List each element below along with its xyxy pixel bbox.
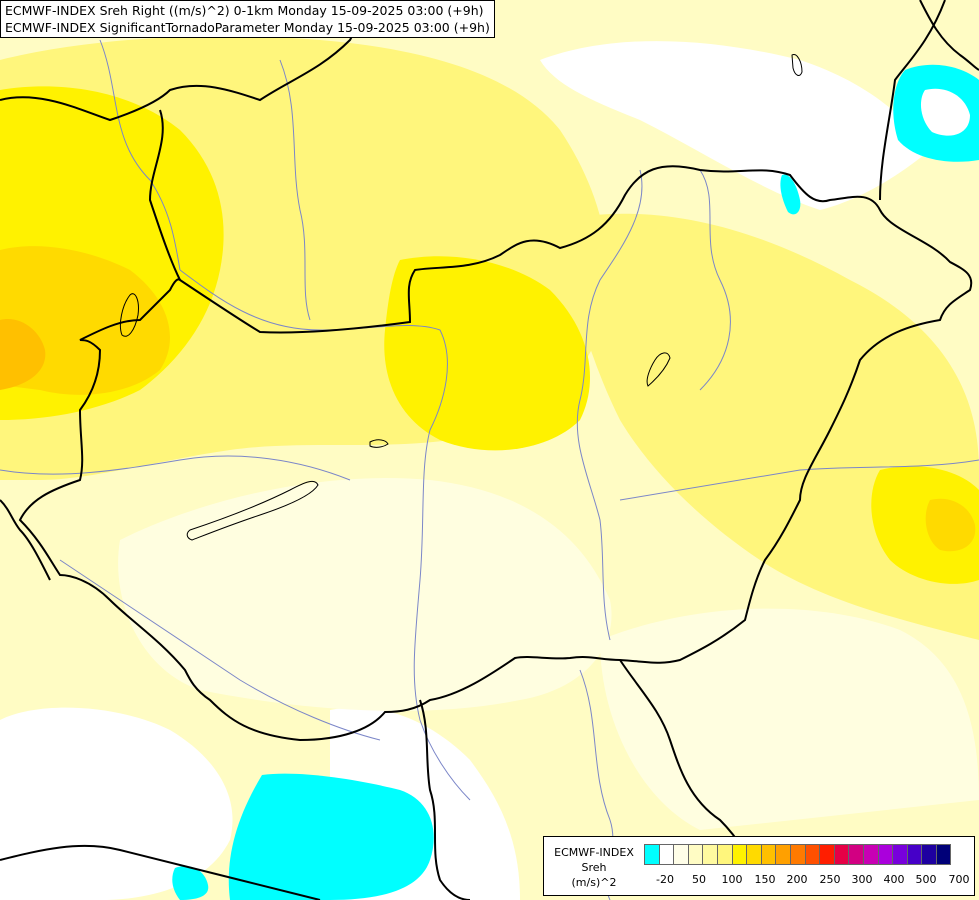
legend-tick-5: 250 — [819, 873, 841, 886]
legend-swatch-12 — [819, 844, 835, 865]
legend-swatch-4 — [702, 844, 718, 865]
legend-title-line-3: (m/s)^2 — [571, 876, 617, 889]
white-area-northeast — [540, 41, 930, 211]
legend-tick-1: 50 — [692, 873, 706, 886]
legend-swatch-10 — [789, 844, 806, 865]
legend-swatch-20 — [935, 844, 952, 865]
cyan-area-northeast-inner — [920, 88, 970, 136]
legend-swatch-13 — [833, 844, 850, 865]
river-northeast — [699, 169, 731, 391]
river-northwest — [99, 39, 181, 271]
legend-tick-8: 500 — [915, 873, 937, 886]
river-west — [0, 455, 351, 481]
legend-swatch-19 — [921, 844, 937, 865]
light-area-center — [118, 478, 612, 711]
legend-swatch-18 — [906, 844, 923, 865]
cyan-area-southwest — [172, 865, 209, 900]
border-slovenia-croatia — [0, 499, 51, 581]
map-title-line-1: ECMWF-INDEX Sreh Right ((m/s)^2) 0-1km M… — [5, 3, 484, 18]
border-north-west — [0, 0, 381, 122]
border-east-lake — [919, 0, 979, 71]
map-title-line-2: ECMWF-INDEX SignificantTornadoParameter … — [5, 20, 490, 35]
legend-swatches — [644, 844, 952, 865]
legend-swatch-5 — [716, 844, 733, 865]
legend-swatch-3 — [687, 844, 704, 865]
legend-swatch-16 — [877, 844, 894, 865]
legend-tick-6: 300 — [851, 873, 873, 886]
border-hungary — [18, 165, 973, 742]
river-mures — [619, 459, 979, 501]
lake-neusiedl — [119, 293, 139, 337]
legend-ticks: -20 50 100 150 200 250 300 400 500 700 — [644, 873, 974, 889]
legend-swatch-17 — [892, 844, 908, 865]
orange-area-west — [0, 319, 46, 390]
legend-tick-3: 150 — [754, 873, 776, 886]
legend-swatch-11 — [804, 844, 821, 865]
legend-swatch-9 — [775, 844, 791, 865]
cyan-area-south — [228, 773, 434, 900]
gold-area-east — [925, 498, 976, 552]
legend-swatch-14 — [848, 844, 864, 865]
legend-swatch-2 — [673, 844, 689, 865]
rivers — [0, 39, 979, 900]
legend-swatch-7 — [746, 844, 762, 865]
legend-tick-2: 100 — [721, 873, 743, 886]
legend-tick-0: -20 — [656, 873, 674, 886]
legend-swatch-8 — [760, 844, 777, 865]
lake-balaton — [186, 480, 319, 541]
bright-area-center — [384, 256, 590, 451]
legend-swatch-1 — [658, 844, 675, 865]
light-area-southeast — [600, 608, 979, 830]
legend-tick-7: 400 — [883, 873, 905, 886]
bright-area-east — [871, 466, 979, 584]
border-austria-slovakia — [148, 109, 181, 281]
border-south-west — [0, 844, 321, 900]
lake-tisza — [646, 352, 671, 387]
yellow-area-east — [560, 213, 979, 640]
legend-title-line-2: Sreh — [581, 861, 607, 874]
river-danube — [179, 269, 471, 801]
cyan-area-river — [780, 174, 801, 215]
map-title-box: ECMWF-INDEX Sreh Right ((m/s)^2) 0-1km M… — [0, 0, 495, 38]
lake-north-small — [791, 53, 803, 76]
legend-title-line-1: ECMWF-INDEX — [554, 846, 634, 859]
lake-velence — [369, 439, 389, 448]
legend-swatch-15 — [862, 844, 879, 865]
legend-swatch-0 — [644, 844, 660, 865]
legend-swatch-6 — [731, 844, 748, 865]
white-area-southwest — [0, 707, 233, 900]
lakes — [119, 53, 803, 541]
legend-title: ECMWF-INDEX Sreh (m/s)^2 — [546, 845, 642, 890]
legend-tick-9: 700 — [948, 873, 970, 886]
river-drava — [59, 559, 381, 741]
river-north — [279, 59, 311, 321]
river-tisza — [576, 169, 643, 641]
color-legend: ECMWF-INDEX Sreh (m/s)^2 -20 50 100 150 200 2… — [543, 836, 975, 896]
border-romania-ukraine — [879, 0, 946, 201]
border-croatia-serbia — [419, 699, 471, 900]
legend-tick-4: 200 — [786, 873, 808, 886]
